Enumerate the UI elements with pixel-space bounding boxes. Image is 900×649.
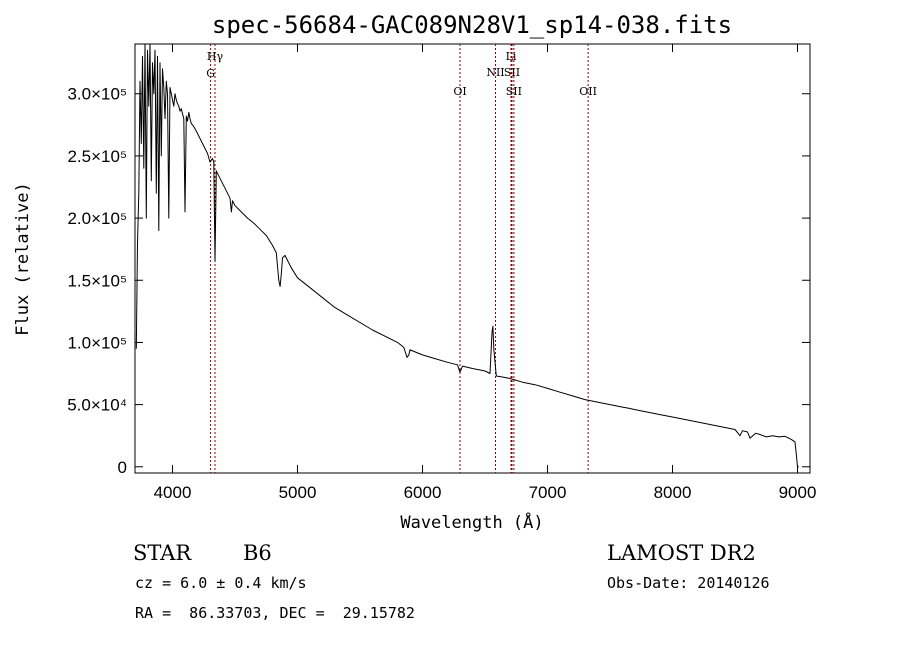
x-axis: 4000 5000 6000 7000 8000 9000 [154, 44, 817, 502]
spectral-line-label: Hγ [207, 50, 224, 63]
y-tick-label: 0 [118, 458, 127, 477]
plot-frame [134, 43, 811, 474]
spectral-line-label: SII [504, 66, 520, 79]
spectrum-line [135, 43, 799, 468]
y-tick-label: 5.0×10⁴ [67, 396, 127, 415]
survey-name: LAMOST DR2 [607, 541, 756, 565]
spectral-line-label: Li [506, 50, 517, 63]
x-tick-label: 6000 [404, 483, 442, 502]
y-tick-label: 3.0×10⁵ [67, 85, 127, 104]
observation-date: Obs-Date: 20140126 [607, 574, 770, 592]
x-tick-label: 7000 [529, 483, 567, 502]
spectral-line-label: OII [579, 85, 597, 98]
y-tick-label: 2.5×10⁵ [67, 147, 127, 166]
spectrum-series [135, 43, 799, 468]
x-tick-label: 5000 [279, 483, 317, 502]
spectral-line-label: G [206, 67, 215, 80]
x-axis-label: Wavelength (Å) [400, 511, 543, 533]
x-tick-label: 8000 [654, 483, 692, 502]
x-tick-label: 9000 [779, 483, 817, 502]
y-axis: 0 5.0×10⁴ 1.0×10⁵ 1.5×10⁵ 2.0×10⁵ 2.5×10⁵ 3.0×… [67, 85, 810, 477]
y-tick-label: 1.5×10⁵ [67, 271, 127, 290]
spectral-line-label: SII [506, 85, 522, 98]
object-subclass: B6 [243, 541, 272, 565]
spectral-line-label: OI [453, 85, 466, 98]
y-axis-label: Flux (relative) [13, 182, 33, 336]
plot-title: spec-56684-GAC089N28V1_sp14-038.fits [212, 11, 732, 39]
redshift-readout: cz = 6.0 ± 0.4 km/s [135, 574, 307, 592]
coordinates-readout: RA = 86.33703, DEC = 29.15782 [135, 604, 415, 622]
y-tick-label: 2.0×10⁵ [67, 209, 127, 228]
spectral-line-label: NII [486, 66, 504, 79]
x-tick-label: 4000 [154, 483, 192, 502]
y-tick-label: 1.0×10⁵ [67, 333, 127, 352]
object-class: STAR [133, 541, 192, 565]
